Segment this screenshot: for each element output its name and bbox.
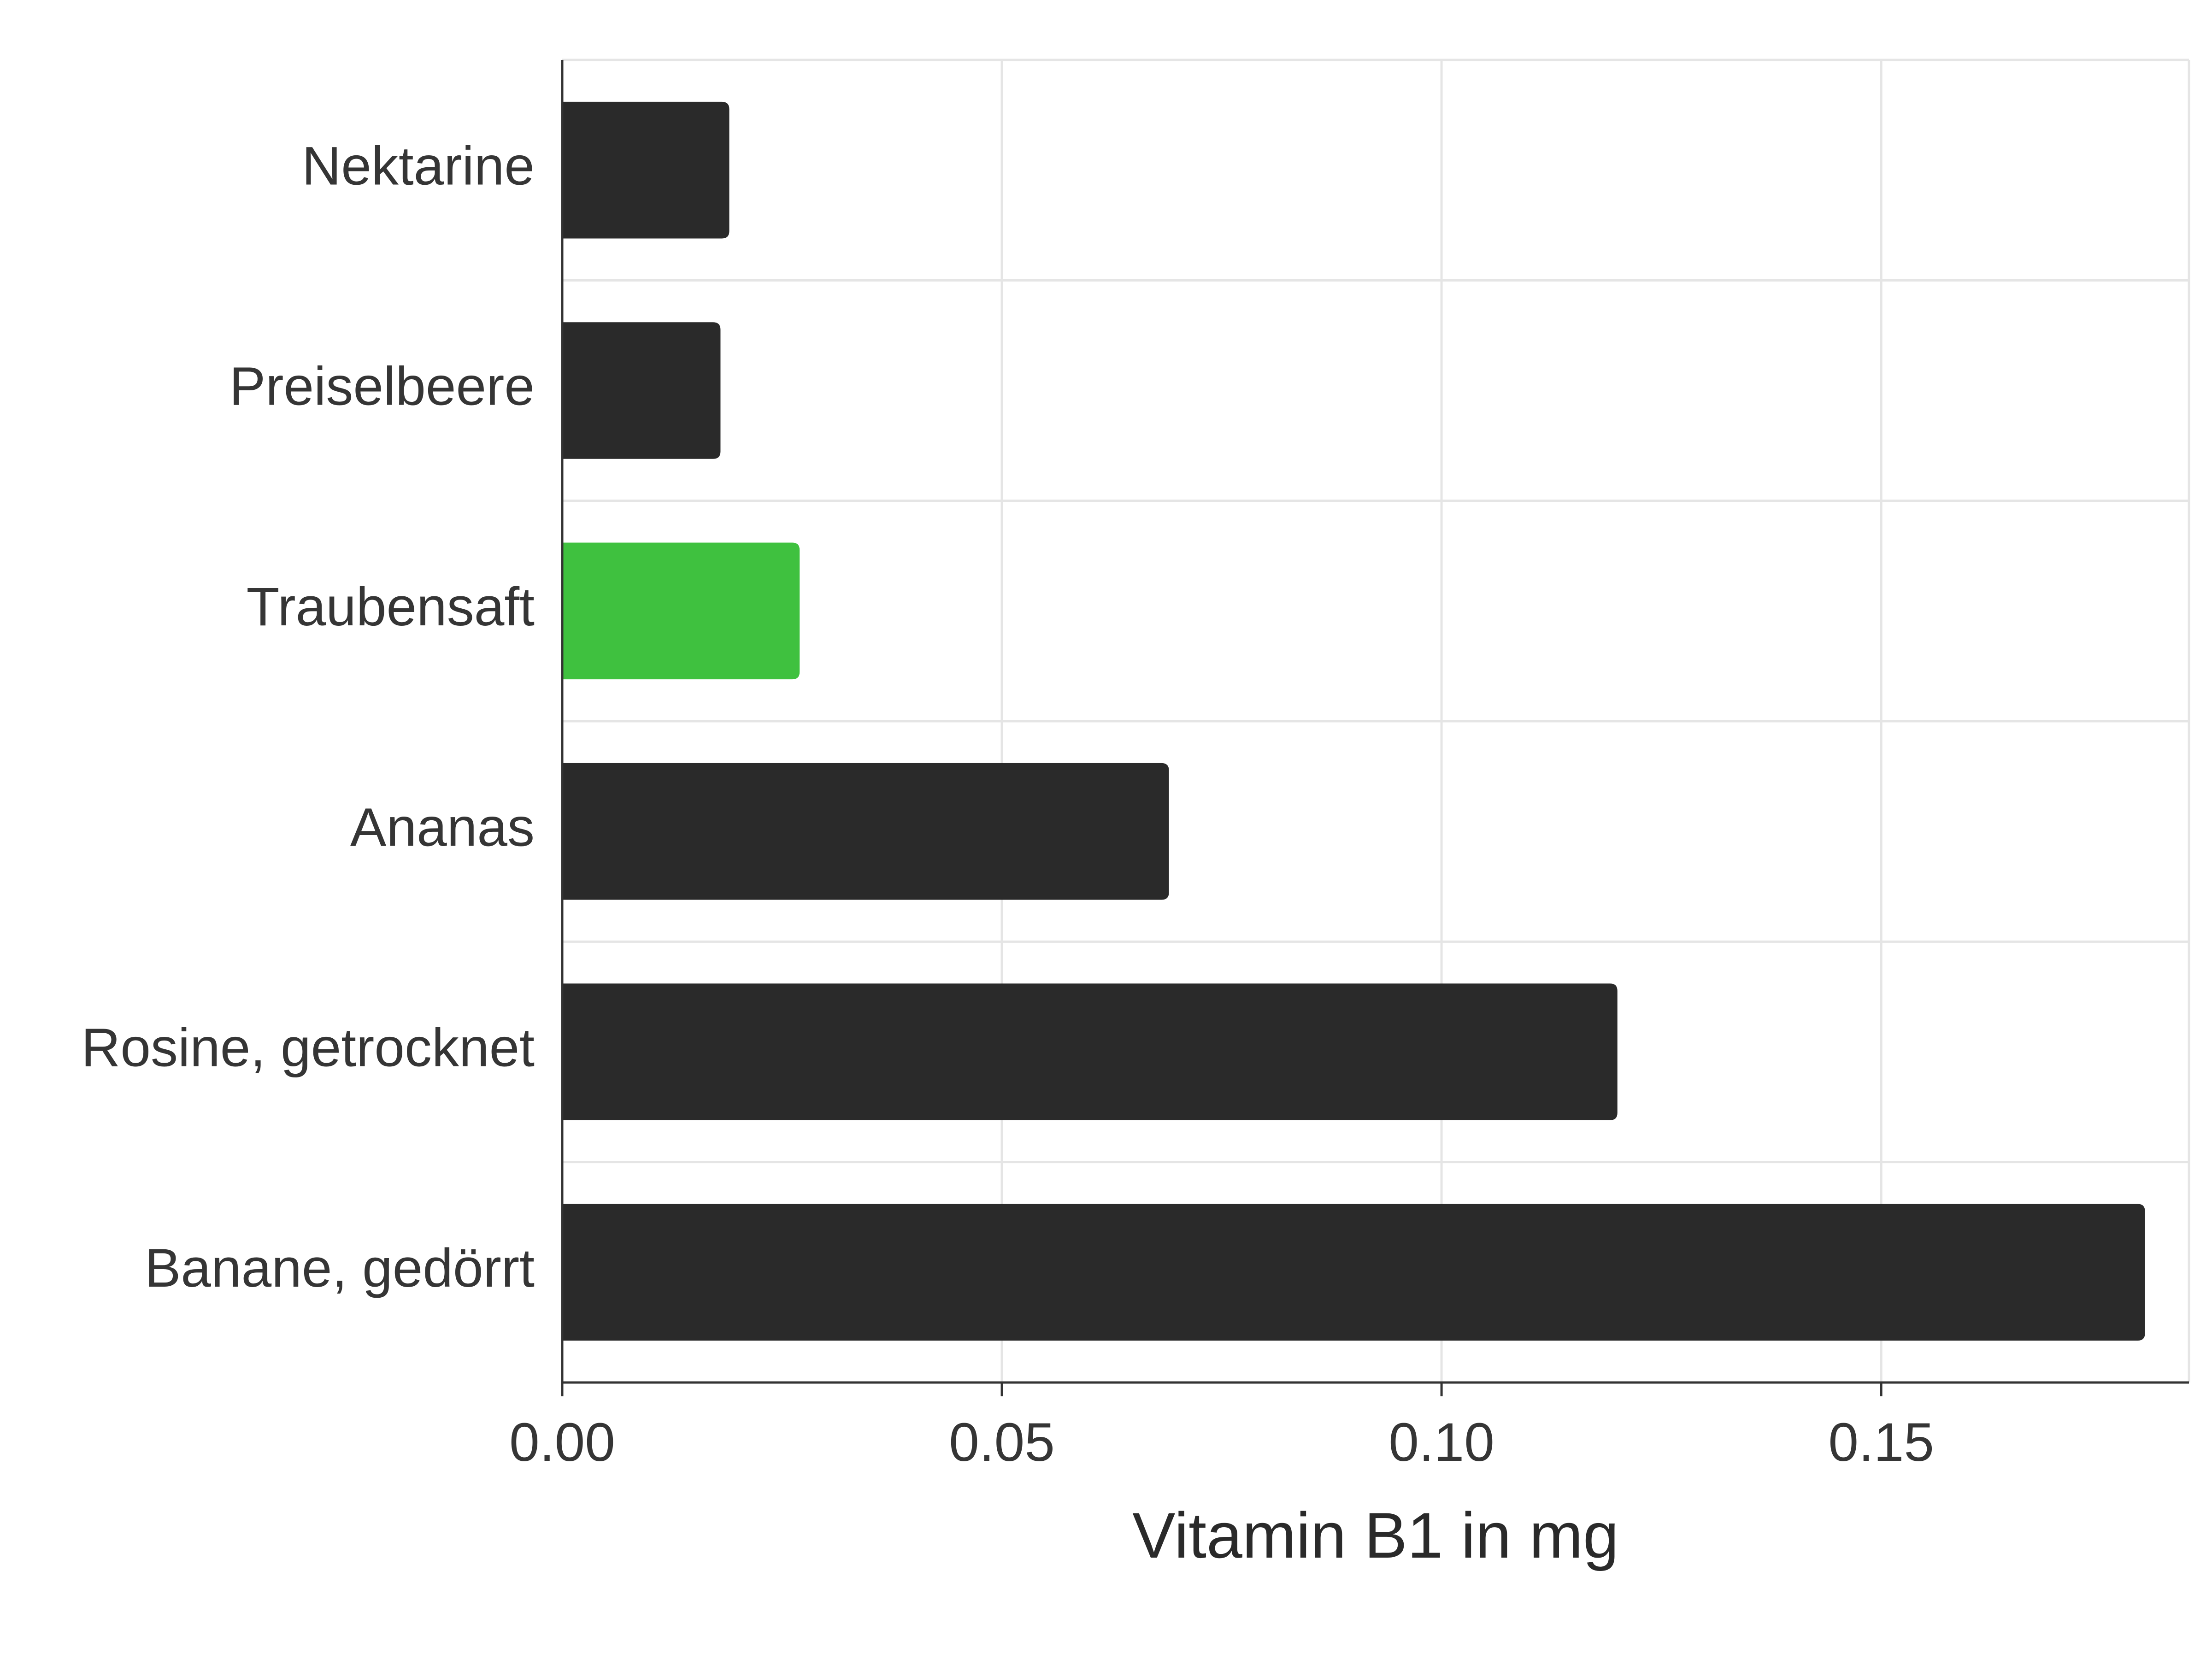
bar <box>562 543 800 680</box>
y-tick-label: Rosine, getrocknet <box>81 1018 535 1078</box>
x-tick-label: 0.05 <box>949 1412 1055 1473</box>
chart-container: Nektarine Preiselbeere Traubensaft Ananas Ro… <box>0 0 2212 1659</box>
bar <box>562 322 720 459</box>
x-tick-label: 0.15 <box>1828 1412 1934 1473</box>
x-tick-label: 0.10 <box>1388 1412 1494 1473</box>
bar <box>562 102 729 239</box>
y-tick-label: Nektarine <box>302 135 535 196</box>
y-tick-label: Banane, gedörrt <box>145 1238 535 1299</box>
y-tick-label: Ananas <box>350 797 535 858</box>
y-tick-label: Traubensaft <box>247 577 535 637</box>
x-tick-label: 0.00 <box>509 1412 615 1473</box>
bar-chart: Nektarine Preiselbeere Traubensaft Ananas Ro… <box>0 0 2212 1659</box>
y-tick-label: Preiselbeere <box>229 356 535 417</box>
bar <box>562 763 1169 900</box>
bar <box>562 1204 2145 1341</box>
bar <box>562 983 1618 1120</box>
x-axis-label: Vitamin B1 in mg <box>1132 1499 1619 1571</box>
